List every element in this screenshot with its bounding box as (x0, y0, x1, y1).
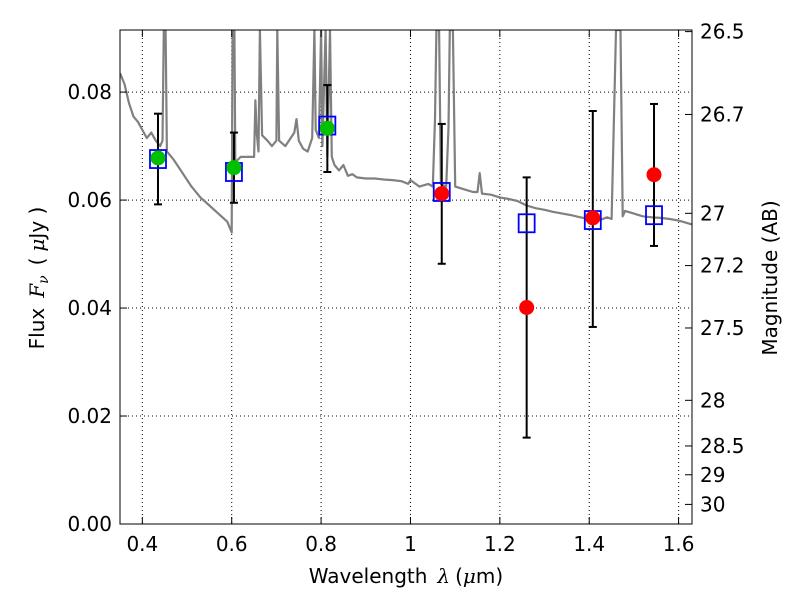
y-tick-label: 0.04 (67, 296, 112, 320)
observed-flux-point (434, 186, 450, 202)
y-tick-label: 0.00 (67, 512, 112, 536)
observed-flux-series (150, 120, 662, 316)
y-tick-label: 0.06 (67, 188, 112, 212)
y-axis-label-unit-mu: μ (25, 239, 49, 252)
x-tick-label: 1.6 (663, 532, 695, 556)
errorbar-series (153, 84, 659, 439)
observed-flux-point (646, 167, 662, 183)
model-flux-marker (645, 205, 663, 226)
y-axis-label-unit-open: ( (25, 258, 49, 266)
y-tick-label: 0.02 (67, 404, 112, 428)
y-axis-label: Flux Fν ( μJy ) (25, 207, 52, 350)
y2-tick-label: 27.2 (700, 254, 745, 278)
x-tick-label: 1.2 (484, 532, 516, 556)
x-axis-label-symbol: λ (436, 564, 450, 588)
y2-tick-label: 30 (700, 492, 725, 516)
observed-flux-point (150, 150, 166, 166)
y-axis-label-unit-rest: Jy ) (25, 207, 49, 241)
observed-flux-point (319, 120, 335, 136)
x-tick-label: 0.8 (305, 532, 337, 556)
y2-tick-label: 27 (700, 201, 725, 225)
model-flux-marker (517, 213, 536, 234)
x-axis-label: Wavelength λ (μm) (309, 564, 503, 588)
grid-lines (120, 30, 692, 524)
observed-flux-point (585, 210, 601, 226)
observed-flux-point (226, 160, 242, 176)
y2-tick-label: 26.5 (700, 20, 745, 44)
x-axis-label-unit-open: ( (455, 564, 463, 588)
y2-tick-label: 29 (700, 463, 725, 487)
y-axis-label-subscript: ν (36, 275, 52, 284)
x-tick-label: 1 (404, 532, 417, 556)
x-tick-label: 0.4 (126, 532, 158, 556)
spectrum-series (120, 30, 692, 234)
y2-tick-label: 28 (700, 388, 725, 412)
y2-tick-label: 26.7 (700, 102, 745, 126)
model-flux-series (149, 115, 663, 234)
x-axis-label-unit-rest: m) (476, 564, 503, 588)
x-axis-label-prefix: Wavelength (309, 564, 428, 588)
y-axis-label-prefix: Flux (25, 308, 49, 350)
y2-axis-label: Magnitude (AB) (758, 200, 782, 355)
observed-flux-point (519, 300, 535, 316)
x-tick-label: 0.6 (216, 532, 248, 556)
y-axis-label-symbol: F (25, 283, 49, 299)
model-spectrum-line (120, 30, 692, 234)
y2-tick-label: 28.5 (700, 434, 745, 458)
y-tick-label: 0.08 (67, 80, 112, 104)
x-tick-label: 1.4 (573, 532, 605, 556)
x-axis-label-unit-mu: μ (463, 564, 476, 588)
y2-tick-label: 27.5 (700, 316, 745, 340)
model-flux-marker (149, 149, 167, 169)
plot-frame (119, 29, 693, 525)
axis-ticks: 0.4 0.6 0.8 1 1.2 1.4 1.6 0.00 0.02 0.04 0.06 0.08 2… (67, 20, 744, 556)
